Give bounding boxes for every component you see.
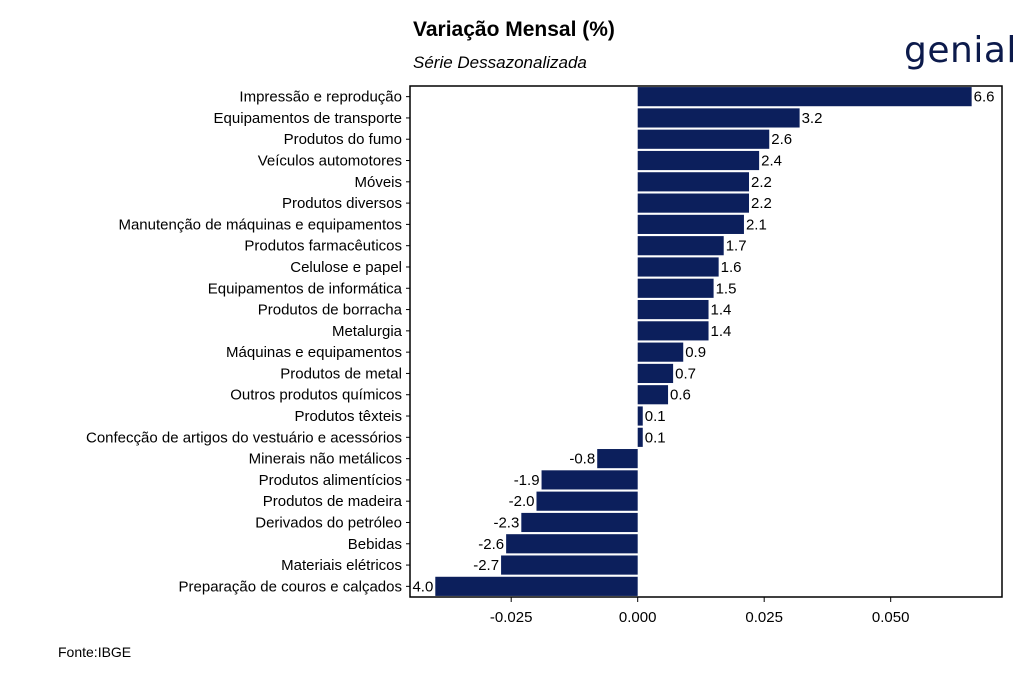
category-label: Equipamentos de transporte xyxy=(214,110,402,127)
bar xyxy=(637,172,750,192)
category-label: Produtos alimentícios xyxy=(259,472,402,489)
category-label: Confecção de artigos do vestuário e aces… xyxy=(86,429,402,446)
data-label: 0.6 xyxy=(670,387,691,404)
data-label: 2.2 xyxy=(751,174,772,191)
category-label: Materiais elétricos xyxy=(281,557,402,574)
category-label: Outros produtos químicos xyxy=(230,387,402,404)
chart-subtitle: Série Dessazonalizada xyxy=(413,53,587,72)
x-tick-label: 0.000 xyxy=(619,609,657,626)
data-label: -2.6 xyxy=(478,536,504,553)
bar xyxy=(637,363,674,384)
category-label: Impressão e reprodução xyxy=(239,89,402,106)
source-note: Fonte:IBGE xyxy=(58,644,132,660)
data-label-backdrop xyxy=(411,578,435,596)
bar xyxy=(637,236,724,256)
category-label: Manutenção de máquinas e equipamentos xyxy=(118,216,402,233)
data-label: 1.7 xyxy=(726,238,747,255)
category-label: Metalurgia xyxy=(332,323,403,340)
bar xyxy=(506,534,638,554)
category-label: Máquinas e equipamentos xyxy=(226,344,402,361)
bar xyxy=(521,512,638,533)
category-label: Produtos de madeira xyxy=(263,493,403,510)
category-label: Derivados do petróleo xyxy=(255,514,402,531)
data-label: 4.0 xyxy=(412,578,433,595)
category-label: Preparação de couros e calçados xyxy=(179,578,402,595)
data-label: 6.6 xyxy=(974,89,995,106)
data-label: -2.7 xyxy=(473,557,499,574)
bar xyxy=(637,214,744,234)
bar xyxy=(637,321,709,341)
bar xyxy=(637,278,714,298)
plot-panel-border xyxy=(409,85,1003,598)
bar xyxy=(541,470,638,490)
data-label: 2.4 xyxy=(761,153,782,170)
data-label: 1.4 xyxy=(711,323,732,340)
bar xyxy=(637,385,669,405)
bar xyxy=(637,427,643,447)
data-label: 1.6 xyxy=(721,259,742,276)
data-label: 0.1 xyxy=(645,408,666,425)
bar xyxy=(637,129,770,149)
x-tick-label: 0.050 xyxy=(872,609,910,626)
data-label: -0.8 xyxy=(569,451,595,468)
data-label: 3.2 xyxy=(802,110,823,127)
bar xyxy=(501,555,638,575)
bar xyxy=(536,491,638,511)
bar xyxy=(637,299,709,320)
category-label: Produtos de borracha xyxy=(258,302,403,319)
data-label: 0.7 xyxy=(675,365,696,382)
data-label-backdrop xyxy=(972,88,996,106)
data-label: -2.3 xyxy=(493,514,519,531)
category-label: Móveis xyxy=(354,174,402,191)
bar xyxy=(597,449,638,469)
bar xyxy=(637,257,719,277)
bar xyxy=(637,87,972,107)
category-label: Minerais não metálicos xyxy=(249,451,402,468)
category-label: Produtos diversos xyxy=(282,195,402,212)
category-label: Produtos do fumo xyxy=(284,131,402,148)
category-label: Produtos têxteis xyxy=(294,408,402,425)
data-label: -2.0 xyxy=(509,493,535,510)
category-label: Produtos de metal xyxy=(280,365,402,382)
genial-logo: genial xyxy=(904,30,1017,71)
bar xyxy=(637,342,684,362)
category-label: Veículos automotores xyxy=(258,153,402,170)
bar xyxy=(435,576,638,596)
data-label: 2.2 xyxy=(751,195,772,212)
category-label: Produtos farmacêuticos xyxy=(244,238,402,255)
data-label: -1.9 xyxy=(514,472,540,489)
data-label: 2.6 xyxy=(771,131,792,148)
data-label: 0.1 xyxy=(645,429,666,446)
bar xyxy=(637,406,643,426)
chart-title: Variação Mensal (%) xyxy=(413,18,615,41)
bar xyxy=(637,150,760,171)
bar xyxy=(637,108,800,128)
data-label: 1.5 xyxy=(716,280,737,297)
bar xyxy=(637,193,750,213)
category-label: Bebidas xyxy=(348,536,402,553)
data-label: 2.1 xyxy=(746,216,767,233)
x-tick-label: -0.025 xyxy=(490,609,533,626)
data-label: 0.9 xyxy=(685,344,706,361)
category-label: Celulose e papel xyxy=(290,259,402,276)
data-label: 1.4 xyxy=(711,302,732,319)
category-label: Equipamentos de informática xyxy=(208,280,403,297)
x-tick-label: 0.025 xyxy=(745,609,783,626)
